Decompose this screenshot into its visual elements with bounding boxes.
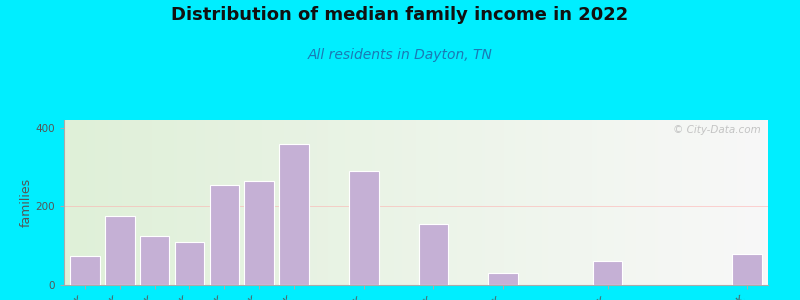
Bar (244, 181, 274, 285)
Bar (488, 273, 518, 285)
Bar (279, 144, 309, 285)
Bar (140, 236, 170, 285)
Bar (70, 256, 100, 285)
Y-axis label: families: families (19, 178, 33, 227)
Bar (593, 261, 622, 285)
Text: © City-Data.com: © City-Data.com (674, 125, 761, 135)
Bar (732, 254, 762, 285)
Bar (210, 185, 239, 285)
Text: All residents in Dayton, TN: All residents in Dayton, TN (307, 48, 493, 62)
Bar (105, 216, 134, 285)
Bar (349, 171, 378, 285)
Bar (174, 242, 204, 285)
Bar (418, 224, 448, 285)
Text: Distribution of median family income in 2022: Distribution of median family income in … (171, 6, 629, 24)
